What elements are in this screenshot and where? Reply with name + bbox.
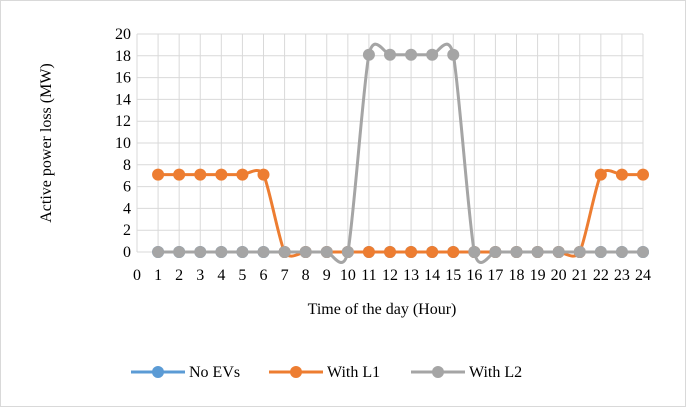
y-tick-labels: 0 2 4 6 8 10 12 14 16 18 20 (115, 26, 131, 261)
data-point-1-2 (173, 168, 186, 181)
data-point-1-22 (594, 168, 607, 181)
y-axis-label: Active power loss (MW) (38, 63, 55, 223)
x-tick-label-18: 18 (509, 267, 525, 284)
legend: No EVs With L1 With L2 (131, 364, 522, 381)
data-point-2-12 (384, 48, 396, 61)
data-point-2-21 (573, 246, 586, 258)
data-point-1-15 (447, 246, 460, 258)
x-tick-label-22: 22 (593, 267, 609, 284)
x-tick-label-5: 5 (238, 267, 246, 284)
data-point-1-24 (637, 168, 649, 181)
data-point-2-8 (299, 246, 312, 258)
series-2 (152, 42, 649, 264)
y-tick-label-2: 2 (123, 222, 131, 239)
y-tick-label-16: 16 (115, 70, 131, 87)
x-tick-label-10: 10 (340, 267, 356, 284)
x-tick-label-4: 4 (217, 267, 225, 284)
x-tick-label-0: 0 (133, 267, 141, 284)
legend-marker-0 (152, 366, 164, 378)
data-point-1-5 (236, 168, 249, 181)
data-point-1-11 (362, 246, 375, 258)
data-point-2-14 (426, 48, 439, 61)
data-point-2-19 (531, 246, 544, 258)
data-point-2-24 (637, 246, 649, 258)
y-tick-label-8: 8 (123, 157, 131, 174)
x-tick-label-24: 24 (635, 267, 651, 284)
y-tick-label-18: 18 (115, 48, 131, 65)
x-tick-label-11: 11 (361, 267, 376, 284)
series-layer (152, 42, 649, 264)
x-tick-labels: 0 1 2 3 4 5 6 7 8 9 10 11 12 13 14 15 16 17 18 19 20 21 22 23 24 (133, 267, 651, 284)
y-tick-label-20: 20 (115, 26, 131, 43)
legend-label-2: With L2 (469, 364, 522, 381)
data-point-2-18 (510, 246, 523, 258)
x-tick-label-12: 12 (382, 267, 398, 284)
x-tick-label-9: 9 (323, 267, 331, 284)
data-point-2-15 (447, 48, 460, 61)
data-point-2-22 (594, 246, 607, 258)
x-tick-label-2: 2 (175, 267, 183, 284)
x-tick-label-8: 8 (302, 267, 310, 284)
series-line-1 (158, 169, 643, 258)
y-tick-label-4: 4 (123, 200, 131, 217)
gridlines (136, 33, 644, 253)
data-point-1-1 (152, 168, 165, 181)
data-point-1-13 (405, 246, 418, 258)
y-tick-label-12: 12 (115, 113, 131, 130)
data-point-2-10 (341, 246, 354, 258)
data-point-1-23 (615, 168, 628, 181)
x-axis-label: Time of the day (Hour) (308, 301, 457, 318)
y-tick-label-10: 10 (115, 135, 131, 152)
legend-marker-2 (432, 366, 444, 378)
legend-marker-1 (290, 366, 302, 378)
data-point-2-20 (552, 246, 565, 258)
data-point-2-11 (362, 48, 375, 61)
legend-label-0: No EVs (189, 364, 240, 381)
x-tick-label-6: 6 (260, 267, 268, 284)
series-1 (152, 168, 649, 258)
y-tick-label-14: 14 (115, 91, 131, 108)
data-point-2-4 (215, 246, 228, 258)
x-tick-label-17: 17 (487, 267, 503, 284)
x-tick-label-19: 19 (530, 267, 546, 284)
data-point-1-6 (257, 168, 270, 181)
data-point-2-17 (489, 246, 502, 258)
data-point-1-4 (215, 168, 228, 181)
y-tick-label-6: 6 (123, 179, 131, 196)
data-point-1-14 (426, 246, 439, 258)
x-tick-label-1: 1 (154, 267, 162, 284)
x-tick-label-23: 23 (614, 267, 630, 284)
x-tick-label-7: 7 (281, 267, 289, 284)
x-tick-label-21: 21 (572, 267, 588, 284)
x-tick-label-13: 13 (403, 267, 419, 284)
x-tick-label-15: 15 (445, 267, 461, 284)
data-point-2-2 (173, 246, 186, 258)
data-point-2-16 (468, 246, 481, 258)
x-tick-label-3: 3 (196, 267, 204, 284)
data-point-2-6 (257, 246, 270, 258)
data-point-2-7 (278, 246, 291, 258)
data-point-2-3 (194, 246, 207, 258)
data-point-1-12 (384, 246, 396, 258)
x-tick-label-20: 20 (551, 267, 567, 284)
legend-label-1: With L1 (327, 364, 380, 381)
data-point-2-13 (405, 48, 418, 61)
data-point-2-5 (236, 246, 249, 258)
y-tick-label-0: 0 (123, 244, 131, 261)
data-point-1-3 (194, 168, 207, 181)
data-point-2-1 (152, 246, 165, 258)
data-point-2-23 (615, 246, 628, 258)
data-point-2-9 (320, 246, 333, 258)
x-tick-label-16: 16 (466, 267, 482, 284)
x-tick-label-14: 14 (424, 267, 440, 284)
